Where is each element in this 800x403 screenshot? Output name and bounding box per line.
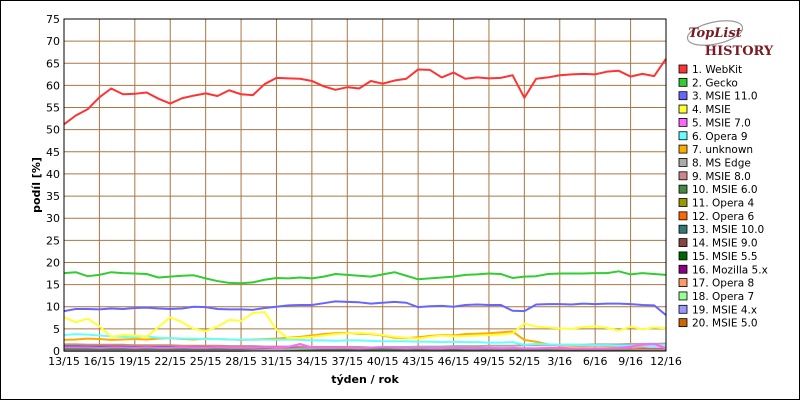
- legend-swatch: [678, 91, 688, 101]
- legend-swatch: [678, 131, 688, 141]
- y-tick-label: 10: [46, 301, 60, 314]
- logo-word: HISTORY: [705, 44, 774, 59]
- legend-label: 11. Opera 4: [692, 198, 755, 210]
- legend-label: 3. MSIE 11.0: [692, 91, 758, 103]
- legend-swatch: [678, 77, 688, 87]
- legend-label: 19. MSIE 4.x: [692, 304, 757, 316]
- x-tick-label: 13/15: [48, 355, 80, 368]
- legend-swatch: [678, 264, 688, 274]
- legend-swatch: [678, 171, 688, 181]
- y-tick-label: 15: [46, 279, 60, 292]
- x-tick-label: 9/16: [618, 355, 643, 368]
- legend-label: 9. MSIE 8.0: [692, 171, 751, 183]
- y-tick-label: 5: [53, 323, 60, 336]
- series-line-3-msie-11-0: [63, 300, 667, 316]
- legend-label: 16. Mozilla 5.x: [692, 264, 768, 276]
- legend-label: 12. Opera 6: [692, 211, 755, 223]
- legend-swatch: [678, 118, 688, 127]
- y-tick-label: 60: [46, 79, 60, 92]
- y-tick-label: 35: [46, 190, 60, 203]
- legend-swatch: [678, 144, 688, 154]
- series-line-5-msie-7-0: [64, 342, 667, 350]
- legend-swatch: [678, 238, 688, 247]
- logo-mark: TopList: [688, 26, 741, 41]
- legend-swatch: [678, 251, 688, 261]
- y-tick-label: 20: [46, 256, 60, 269]
- y-axis-label: podíl [%]: [30, 157, 43, 213]
- series-line-1-webkit: [63, 58, 667, 126]
- y-tick-label: 25: [46, 234, 60, 247]
- x-tick-label: 46/15: [438, 355, 470, 368]
- legend-swatch: [678, 291, 688, 301]
- x-tick-label: 6/16: [583, 355, 608, 368]
- x-axis-label: týden / rok: [331, 373, 399, 386]
- legend-swatch: [678, 278, 688, 288]
- legend-label: 15. MSIE 5.5: [692, 251, 758, 263]
- legend-label: 2. Gecko: [692, 77, 738, 89]
- legend-swatch: [678, 198, 688, 207]
- x-tick-label: 25/15: [190, 355, 222, 368]
- plot-border: [63, 18, 667, 352]
- x-tick-label: 31/15: [261, 355, 293, 368]
- x-tick-label: 34/15: [296, 355, 328, 368]
- toplist-logo: TopList HISTORY: [686, 20, 774, 59]
- series-line-4-msie: [63, 311, 667, 340]
- x-tick-labels: 13/15 16/15 19/15 22/15 25/15 28/15 31/15 34/15…: [48, 355, 682, 368]
- legend-swatch: [678, 318, 688, 328]
- x-tick-label: 37/15: [331, 355, 363, 368]
- x-tick-label: 12/16: [650, 355, 682, 368]
- y-tick-label: 65: [46, 57, 60, 70]
- x-tick-label: 3/16: [547, 355, 572, 368]
- legend-label: 4. MSIE: [692, 104, 731, 116]
- x-tick-label: 43/15: [402, 355, 434, 368]
- x-tick-label: 40/15: [367, 355, 399, 368]
- series-line-2-gecko: [63, 270, 667, 285]
- legend-swatch: [678, 184, 688, 194]
- y-tick-label: 50: [46, 124, 60, 137]
- y-tick-label: 30: [46, 212, 60, 225]
- legend-label: 8. MS Edge: [692, 157, 751, 169]
- legend-label: 5. MSIE 7.0: [692, 117, 751, 129]
- series-line-6-opera-9: [63, 333, 666, 348]
- legend-swatch: [678, 304, 688, 314]
- legend-label: 10. MSIE 6.0: [692, 184, 758, 196]
- x-tick-label: 28/15: [225, 355, 257, 368]
- y-tick-labels: 0 5 10 15 20 25 30 35 40 45 50 55 60 65 70 75: [46, 13, 60, 358]
- legend-swatch: [678, 211, 688, 221]
- legend-swatch: [678, 104, 688, 114]
- y-tick-label: 70: [46, 35, 60, 48]
- legend-swatch: [678, 224, 688, 234]
- legend-label: 17. Opera 8: [692, 278, 754, 290]
- legend-swatch: [678, 64, 688, 74]
- legend-label: 7. unknown: [692, 144, 753, 156]
- x-tick-label: 49/15: [473, 355, 505, 368]
- legend-label: 14. MSIE 9.0: [692, 238, 758, 250]
- y-tick-label: 40: [46, 168, 60, 181]
- x-tick-label: 52/15: [509, 355, 541, 368]
- legend-label: 20. MSIE 5.0: [692, 318, 758, 330]
- grid-lines: [63, 18, 667, 352]
- legend-swatch: [678, 158, 688, 167]
- y-tick-label: 0: [53, 345, 60, 358]
- x-tick-label: 16/15: [84, 355, 116, 368]
- legend-label: 18. Opera 7: [692, 291, 754, 303]
- legend-label: 6. Opera 9: [692, 131, 748, 143]
- y-tick-label: 45: [46, 146, 60, 159]
- legend-label: 1. WebKit: [692, 64, 742, 76]
- x-tick-label: 19/15: [119, 355, 151, 368]
- y-tick-label: 75: [46, 13, 60, 26]
- x-tick-label: 22/15: [154, 355, 186, 368]
- legend-label: 13. MSIE 10.0: [692, 224, 764, 236]
- y-tick-label: 55: [46, 102, 60, 115]
